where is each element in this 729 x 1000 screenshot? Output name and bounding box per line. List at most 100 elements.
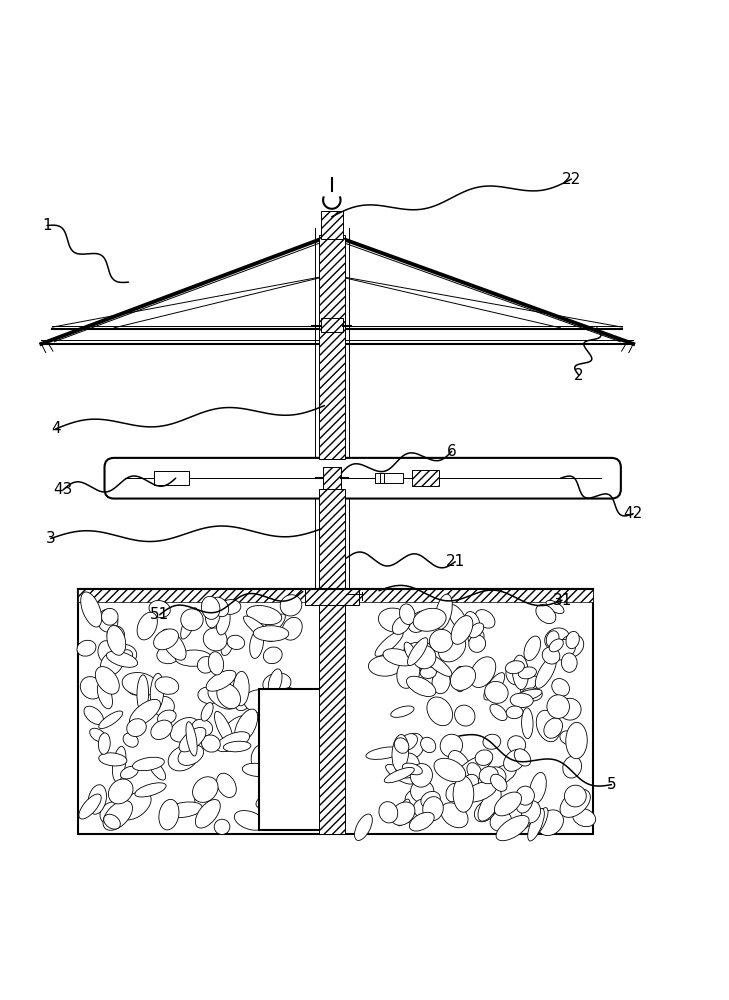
- Ellipse shape: [420, 667, 437, 678]
- Bar: [319, 589, 345, 834]
- Ellipse shape: [166, 802, 203, 818]
- Ellipse shape: [110, 787, 126, 803]
- Ellipse shape: [154, 629, 179, 650]
- Ellipse shape: [285, 711, 305, 740]
- Ellipse shape: [397, 657, 420, 688]
- Ellipse shape: [206, 600, 220, 628]
- Ellipse shape: [170, 718, 199, 742]
- Ellipse shape: [524, 636, 541, 661]
- Ellipse shape: [225, 715, 255, 735]
- Ellipse shape: [506, 661, 526, 685]
- Ellipse shape: [157, 646, 180, 664]
- Ellipse shape: [410, 780, 434, 803]
- Ellipse shape: [494, 792, 521, 816]
- Ellipse shape: [392, 735, 409, 771]
- Ellipse shape: [223, 741, 251, 752]
- Ellipse shape: [421, 791, 440, 808]
- Ellipse shape: [216, 732, 249, 752]
- Ellipse shape: [153, 696, 174, 717]
- Ellipse shape: [101, 608, 118, 625]
- Ellipse shape: [243, 690, 277, 713]
- Ellipse shape: [263, 647, 282, 664]
- Ellipse shape: [123, 733, 139, 747]
- Ellipse shape: [544, 718, 563, 738]
- Ellipse shape: [120, 766, 139, 779]
- Text: 6: 6: [447, 444, 456, 459]
- Bar: [412, 470, 440, 486]
- Ellipse shape: [208, 687, 236, 709]
- Ellipse shape: [221, 641, 232, 655]
- Ellipse shape: [486, 767, 506, 787]
- Ellipse shape: [273, 789, 297, 814]
- Ellipse shape: [217, 608, 230, 635]
- Ellipse shape: [127, 719, 147, 737]
- Ellipse shape: [491, 774, 507, 791]
- Ellipse shape: [454, 666, 467, 692]
- Ellipse shape: [227, 635, 245, 649]
- Text: 51: 51: [150, 607, 169, 622]
- Ellipse shape: [532, 808, 548, 835]
- Ellipse shape: [561, 653, 577, 672]
- Text: 42: 42: [623, 506, 643, 521]
- Ellipse shape: [496, 816, 529, 841]
- Ellipse shape: [391, 802, 415, 825]
- Ellipse shape: [133, 757, 164, 771]
- Ellipse shape: [186, 722, 197, 756]
- Ellipse shape: [249, 630, 264, 658]
- Ellipse shape: [179, 727, 206, 752]
- Ellipse shape: [545, 628, 569, 650]
- Ellipse shape: [560, 789, 590, 817]
- Ellipse shape: [461, 774, 479, 792]
- Ellipse shape: [408, 611, 431, 632]
- Ellipse shape: [427, 697, 453, 726]
- Ellipse shape: [470, 657, 496, 688]
- Ellipse shape: [483, 734, 501, 749]
- Ellipse shape: [511, 816, 531, 830]
- Ellipse shape: [510, 693, 533, 708]
- Ellipse shape: [490, 811, 512, 831]
- Ellipse shape: [214, 711, 233, 745]
- Text: 2: 2: [574, 368, 583, 383]
- Ellipse shape: [399, 734, 418, 750]
- Ellipse shape: [423, 797, 443, 821]
- Text: 21: 21: [445, 554, 465, 569]
- Ellipse shape: [90, 728, 106, 742]
- Ellipse shape: [468, 629, 484, 645]
- Ellipse shape: [410, 812, 434, 831]
- Ellipse shape: [441, 803, 468, 828]
- Ellipse shape: [549, 639, 564, 652]
- Ellipse shape: [280, 595, 302, 616]
- Ellipse shape: [208, 652, 224, 675]
- Ellipse shape: [413, 799, 440, 820]
- FancyBboxPatch shape: [104, 458, 621, 499]
- Ellipse shape: [521, 688, 542, 701]
- Ellipse shape: [201, 703, 213, 721]
- Ellipse shape: [529, 772, 546, 804]
- Ellipse shape: [475, 610, 495, 628]
- Ellipse shape: [404, 642, 432, 654]
- Ellipse shape: [404, 642, 418, 663]
- Ellipse shape: [402, 763, 422, 775]
- Ellipse shape: [220, 600, 241, 614]
- Ellipse shape: [151, 720, 172, 740]
- Ellipse shape: [178, 745, 203, 765]
- Ellipse shape: [203, 628, 227, 651]
- Ellipse shape: [386, 764, 414, 784]
- Ellipse shape: [391, 706, 414, 717]
- Ellipse shape: [260, 614, 285, 639]
- Ellipse shape: [192, 777, 218, 802]
- Ellipse shape: [206, 670, 236, 691]
- Ellipse shape: [103, 800, 133, 830]
- Ellipse shape: [274, 688, 297, 715]
- Ellipse shape: [546, 600, 564, 614]
- Text: 1: 1: [42, 218, 52, 233]
- Ellipse shape: [486, 764, 516, 786]
- Ellipse shape: [507, 736, 526, 753]
- Ellipse shape: [135, 783, 166, 797]
- Ellipse shape: [536, 605, 555, 624]
- Ellipse shape: [512, 655, 529, 690]
- Ellipse shape: [550, 639, 575, 660]
- Ellipse shape: [234, 811, 265, 830]
- Ellipse shape: [107, 626, 125, 644]
- Ellipse shape: [552, 679, 569, 696]
